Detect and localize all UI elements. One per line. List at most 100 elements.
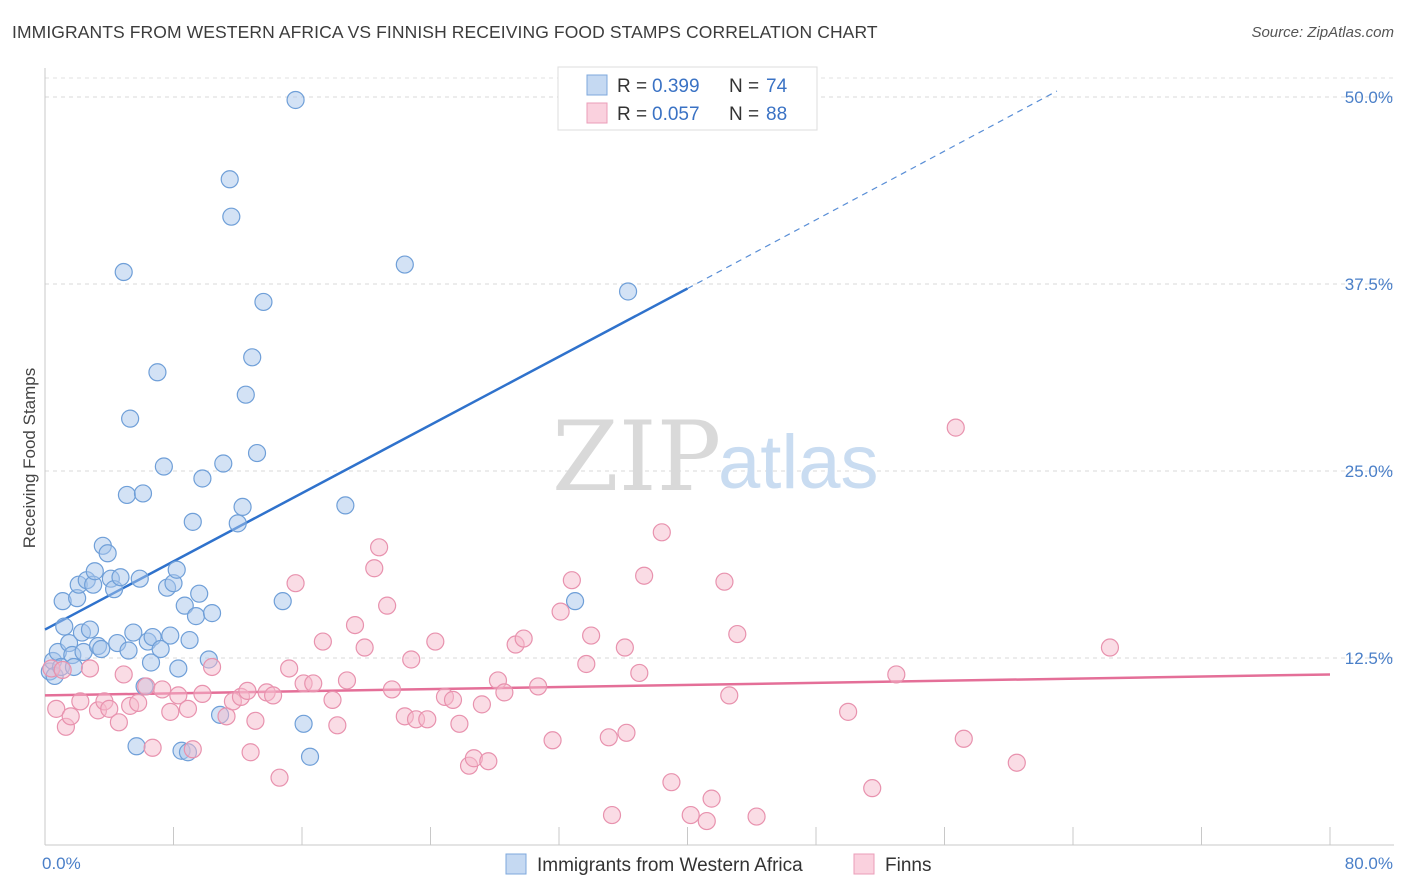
point-finns-82	[747, 807, 766, 826]
legend-label-finns: Finns	[885, 855, 931, 876]
point-finns-64	[551, 602, 570, 621]
point-finns-62	[529, 677, 548, 696]
point-western-africa-36	[141, 653, 161, 672]
stats-swatch-blue	[586, 74, 608, 96]
point-finns-52	[443, 690, 463, 709]
point-western-africa-42	[161, 626, 180, 645]
point-finns-35	[304, 674, 323, 693]
point-finns-45	[382, 680, 402, 699]
stats-n-label-2: N =	[729, 104, 759, 125]
grid-lines	[45, 77, 1394, 659]
point-western-africa-25	[111, 568, 130, 587]
point-finns-70	[615, 638, 634, 657]
watermark-zip: ZIP	[552, 401, 721, 513]
point-western-africa-5	[55, 617, 74, 636]
point-finns-31	[270, 768, 289, 787]
point-finns-79	[715, 572, 734, 591]
point-western-africa-30	[124, 623, 143, 642]
point-western-africa-31	[127, 737, 146, 756]
point-finns-23	[217, 707, 236, 726]
point-finns-89	[1100, 638, 1120, 657]
stats-r-value-2: 0.057	[652, 104, 700, 125]
watermark-atlas: atlas	[718, 420, 879, 505]
point-finns-10	[109, 713, 128, 732]
point-finns-66	[577, 654, 596, 674]
point-western-africa-28	[119, 641, 138, 660]
point-finns-74	[652, 523, 671, 542]
chart-title: IMMIGRANTS FROM WESTERN AFRICA VS FINNIS…	[12, 22, 878, 42]
point-western-africa-39	[151, 639, 170, 659]
point-western-africa-60	[228, 514, 247, 533]
point-finns-21	[193, 684, 212, 704]
point-western-africa-73	[618, 282, 638, 301]
point-western-africa-58	[220, 170, 239, 189]
point-finns-1	[47, 699, 66, 718]
stats-n-value-2: 88	[766, 104, 787, 125]
point-western-africa-59	[222, 207, 241, 226]
stats-n-value-1: 74	[766, 76, 788, 97]
y-tick-labels: 12.5% 25.0% 37.5% 50.0%	[1345, 88, 1393, 668]
y-tick-label-3: 50.0%	[1345, 88, 1393, 107]
stats-r-label-1: R =	[617, 76, 647, 97]
data-points	[40, 90, 1120, 831]
axes	[44, 68, 1394, 846]
point-finns-67	[582, 626, 601, 645]
stats-legend: R = 0.399 N = 74 R = 0.057 N = 88	[557, 66, 818, 131]
point-finns-28	[246, 711, 265, 730]
point-finns-47	[402, 650, 421, 669]
point-finns-84	[863, 779, 882, 798]
point-finns-65	[562, 571, 581, 590]
point-finns-26	[238, 681, 257, 701]
point-finns-27	[241, 743, 260, 762]
point-finns-14	[137, 677, 156, 696]
point-finns-61	[514, 629, 533, 648]
point-finns-9	[100, 699, 119, 718]
point-finns-16	[153, 680, 172, 699]
point-western-africa-57	[214, 454, 233, 473]
point-western-africa-51	[186, 607, 206, 626]
point-western-africa-61	[233, 497, 252, 517]
point-finns-76	[681, 805, 700, 825]
point-finns-36	[313, 632, 332, 651]
legend-swatch-finns	[853, 853, 875, 875]
point-finns-69	[602, 805, 622, 825]
stats-r-label-2: R =	[617, 104, 647, 125]
point-finns-56	[472, 695, 491, 714]
point-finns-30	[263, 686, 283, 705]
point-finns-44	[378, 596, 397, 615]
point-western-africa-64	[247, 443, 267, 463]
point-finns-6	[80, 659, 100, 678]
point-finns-80	[720, 686, 739, 705]
point-western-africa-17	[85, 562, 104, 581]
point-finns-81	[728, 624, 747, 644]
point-finns-83	[839, 702, 858, 721]
point-finns-63	[543, 731, 562, 750]
point-western-africa-19	[92, 639, 111, 659]
point-western-africa-38	[148, 363, 167, 382]
point-western-africa-67	[286, 90, 305, 110]
point-finns-85	[887, 665, 906, 684]
point-western-africa-54	[202, 604, 222, 623]
legend-label-western-africa: Immigrants from Western Africa	[537, 855, 803, 876]
point-finns-42	[365, 559, 384, 578]
series-legend: Immigrants from Western Africa Finns	[505, 853, 931, 876]
point-finns-41	[355, 638, 374, 657]
point-western-africa-27	[117, 485, 137, 505]
point-finns-17	[161, 702, 180, 721]
stats-r-value-1: 0.399	[652, 76, 700, 97]
point-finns-73	[635, 566, 654, 585]
stats-n-label-1: N =	[729, 76, 759, 97]
point-finns-71	[617, 723, 636, 742]
y-axis-label: Receiving Food Stamps	[20, 368, 39, 548]
point-finns-68	[599, 728, 618, 747]
point-finns-22	[202, 657, 222, 677]
trend-line-western-africa	[44, 287, 689, 631]
point-finns-38	[328, 716, 347, 735]
point-western-africa-26	[114, 262, 133, 282]
point-western-africa-49	[180, 630, 199, 650]
point-finns-13	[129, 693, 148, 712]
point-western-africa-33	[133, 484, 153, 503]
point-finns-19	[178, 699, 198, 718]
point-western-africa-68	[294, 714, 313, 733]
point-finns-77	[702, 789, 721, 808]
